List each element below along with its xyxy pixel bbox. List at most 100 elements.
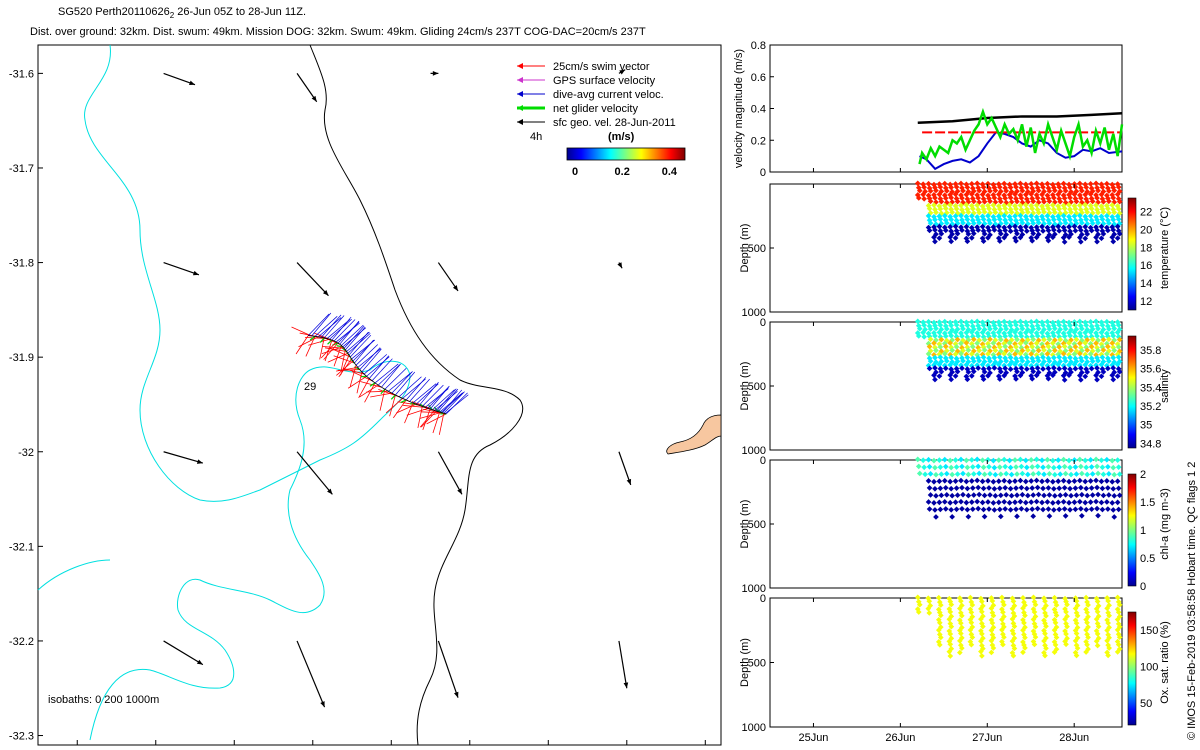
data-point (1028, 351, 1035, 357)
data-point (1000, 641, 1006, 648)
data-point (1055, 223, 1062, 230)
colorbar-tick-label: 20 (1140, 224, 1152, 236)
data-point (1089, 198, 1096, 205)
data-point (957, 649, 963, 656)
data-point (1028, 457, 1035, 463)
current-vector (402, 378, 426, 399)
data-point (996, 344, 1003, 350)
data-point (959, 365, 965, 372)
data-point (964, 238, 971, 245)
y-tick-label: 500 (748, 519, 766, 531)
data-point (992, 209, 999, 216)
data-point (1020, 595, 1026, 601)
data-point (965, 471, 972, 478)
data-point (1078, 505, 1084, 512)
data-point (1017, 180, 1024, 187)
net-velocity (327, 339, 333, 345)
data-point (1035, 470, 1042, 477)
data-point (1078, 484, 1084, 491)
data-point (1094, 195, 1100, 201)
data-point (991, 507, 998, 513)
data-point (1033, 318, 1040, 325)
data-point (1013, 322, 1019, 328)
data-point (1011, 645, 1018, 652)
data-point (1039, 478, 1045, 485)
y-tick-label: 1000 (742, 445, 766, 457)
data-point (1019, 187, 1026, 194)
data-point (1012, 457, 1018, 463)
data-point (1116, 230, 1123, 237)
data-point (952, 361, 959, 368)
data-point (1003, 358, 1010, 364)
data-point (1061, 365, 1068, 372)
data-point (1003, 326, 1010, 332)
data-point (991, 227, 998, 233)
data-point (1007, 194, 1014, 201)
data-point (991, 216, 998, 223)
y-tick-label: 0.2 (751, 135, 766, 147)
data-point (1056, 228, 1063, 234)
geo-arrow (163, 72, 196, 86)
swim-vector (333, 345, 342, 367)
data-point (947, 631, 954, 637)
data-point (1087, 213, 1094, 219)
geo-arrow-head (457, 488, 462, 495)
data-point (1114, 457, 1121, 463)
glider-track (291, 312, 469, 435)
y-tick-label: 500 (748, 381, 766, 393)
geo-arrow-head (623, 682, 629, 689)
colorbar-label: chl-a (mg m-3) (1159, 488, 1171, 560)
data-point (1106, 198, 1112, 205)
isobath-200m (37, 44, 411, 741)
data-point (1002, 343, 1009, 350)
data-point (1055, 361, 1062, 368)
data-point (1082, 202, 1089, 208)
data-point (1052, 619, 1059, 626)
data-point (1007, 184, 1014, 191)
data-point (1014, 230, 1020, 237)
data-point (1066, 234, 1072, 240)
data-point (1087, 329, 1094, 335)
data-point (1028, 478, 1035, 484)
legend-label: GPS surface velocity (553, 75, 656, 87)
data-point (959, 505, 965, 512)
data-point (1001, 350, 1008, 357)
data-point (953, 485, 960, 491)
data-point (1030, 230, 1037, 237)
data-point (1001, 477, 1008, 484)
data-point (1079, 220, 1085, 226)
data-point (997, 230, 1004, 237)
current-vector (415, 383, 439, 405)
data-point (1095, 347, 1101, 354)
data-point (1061, 377, 1068, 383)
data-point (1116, 198, 1123, 205)
data-point (1060, 477, 1067, 484)
data-point (1093, 498, 1099, 505)
data-point (1042, 652, 1048, 659)
data-point (927, 358, 934, 364)
data-point (1068, 347, 1074, 354)
data-point (1031, 609, 1038, 615)
data-point (1017, 202, 1024, 209)
data-point (916, 325, 923, 332)
data-point (986, 205, 992, 212)
map-panel: 29 114.7114.8114.9115115.1115.2115.3115.… (9, 44, 722, 746)
data-point (1020, 627, 1026, 634)
data-point (1057, 198, 1064, 205)
geo-arrow-shaft (437, 640, 459, 698)
geo-arrow-shaft (437, 451, 463, 495)
data-point (1077, 212, 1083, 219)
data-point (959, 463, 965, 470)
data-point (987, 358, 993, 364)
geo-arrow-head (432, 71, 439, 76)
map-x-axis: 114.7114.8114.9115115.1115.2115.3115.411… (76, 740, 706, 745)
geo-arrow (437, 262, 459, 292)
data-point (1041, 471, 1047, 478)
data-point (1051, 649, 1058, 656)
data-point (1110, 365, 1117, 371)
data-point (1115, 464, 1122, 470)
data-point (960, 358, 966, 364)
data-point (1088, 506, 1095, 512)
data-point (1061, 333, 1068, 340)
data-point (1104, 213, 1110, 219)
